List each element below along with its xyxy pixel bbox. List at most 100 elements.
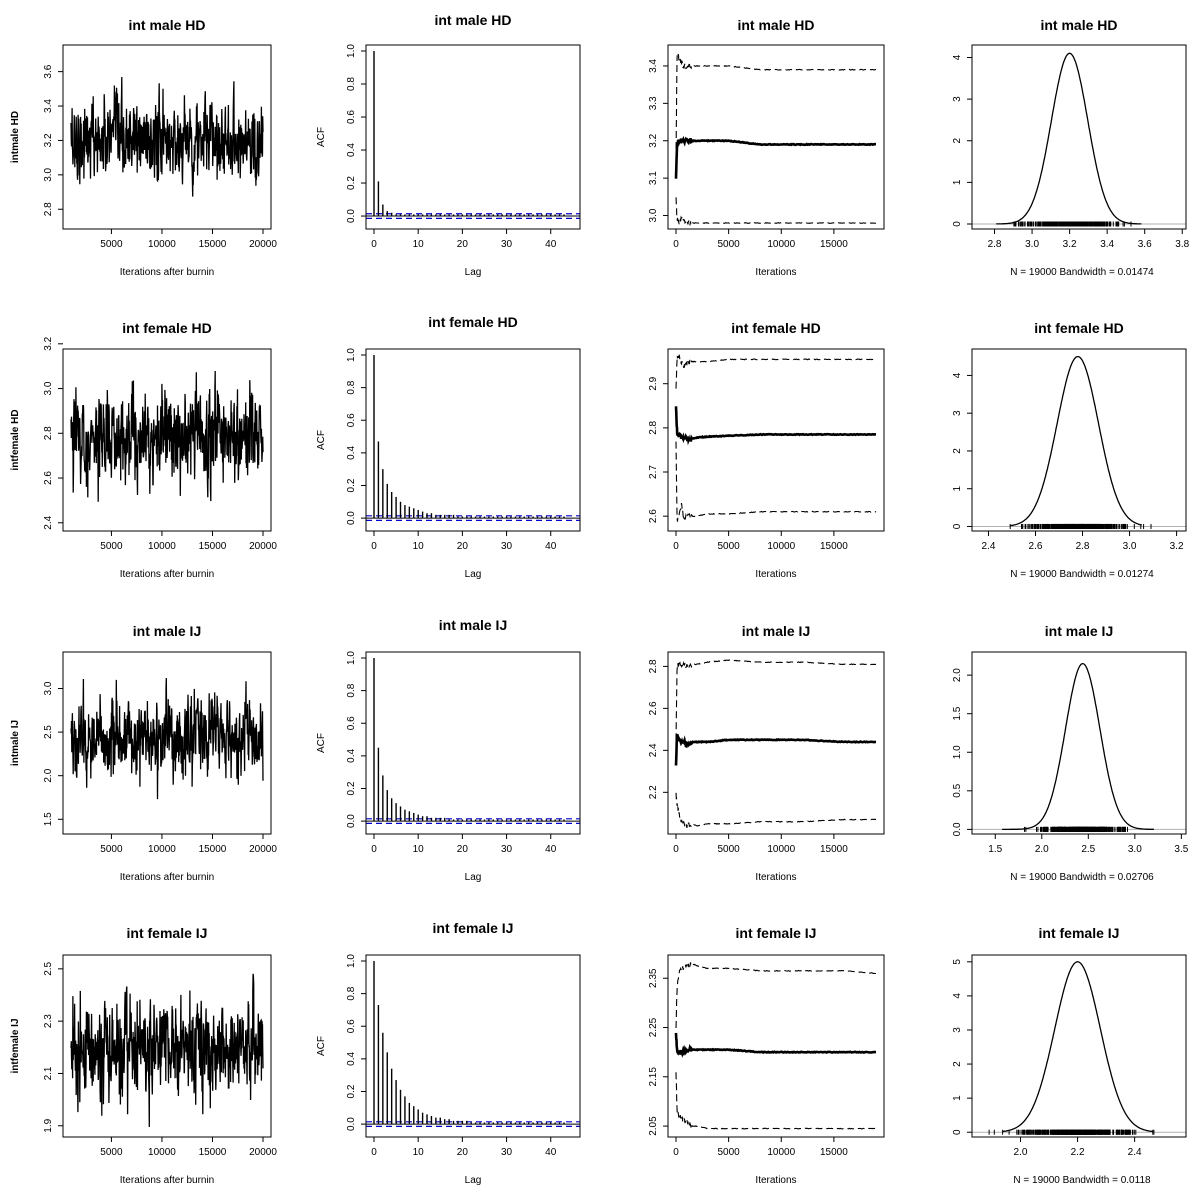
x-tick-label: 10 — [413, 844, 425, 855]
density-title: int female IJ — [1039, 925, 1120, 941]
y-tick-label: 3.4 — [648, 59, 659, 73]
y-tick-label: 1.0 — [346, 651, 357, 665]
x-tick-label: 2.8 — [988, 239, 1002, 250]
running-median-line — [674, 733, 876, 766]
y-tick-label: 1.5 — [952, 706, 963, 720]
x-tick-label: 5000 — [718, 844, 741, 855]
x-tick-label: 0 — [371, 1147, 377, 1158]
y-tick-label: 2.3 — [43, 1014, 54, 1028]
plot-frame — [62, 44, 272, 230]
x-tick-label: 20000 — [249, 541, 277, 552]
x-tick-label: 10000 — [767, 239, 795, 250]
density-x-label: N = 19000 Bandwidth = 0.01474 — [1010, 267, 1154, 278]
x-tick-label: 40 — [545, 541, 557, 552]
running-median-line — [674, 1032, 877, 1059]
x-tick-label: 10000 — [148, 1147, 176, 1158]
y-tick-label: 2.6 — [648, 509, 659, 523]
y-tick-label: 3 — [952, 410, 963, 416]
y-tick-label: 2.9 — [648, 376, 659, 390]
running-quantile-line — [675, 1072, 877, 1130]
y-tick-label: 0.0 — [952, 822, 963, 836]
y-tick-label: 2.8 — [648, 420, 659, 434]
x-tick-label: 3.4 — [1100, 239, 1114, 250]
y-tick-label: 0.4 — [346, 445, 357, 459]
x-tick-label: 3.5 — [1174, 844, 1188, 855]
x-tick-label: 2.4 — [982, 541, 996, 552]
y-tick-label: 0.6 — [346, 716, 357, 730]
trace-x-label: Iterations after burnin — [120, 872, 215, 883]
running-quantile-line — [675, 354, 877, 389]
x-tick-label: 10000 — [148, 844, 176, 855]
trace-panel: int female HD 5000 10000 15000 20000 2.4 2.6 2.… — [10, 320, 277, 580]
acf-panel: int male HD 0 10 20 30 40 0.0 0.2 0.4 0.6 0.8 1.0 La… — [316, 12, 581, 278]
trace-title: int female IJ — [127, 925, 208, 941]
x-tick-label: 20 — [457, 844, 469, 855]
y-tick-label: 2.8 — [43, 426, 54, 440]
x-tick-label: 20 — [457, 541, 469, 552]
x-tick-label: 0 — [371, 239, 377, 250]
x-tick-label: 3.0 — [1128, 844, 1142, 855]
x-tick-label: 2.0 — [1014, 1147, 1028, 1158]
y-tick-label: 3.0 — [43, 381, 54, 395]
x-tick-label: 40 — [545, 1147, 557, 1158]
y-tick-label: 3 — [952, 96, 963, 102]
x-tick-label: 10 — [413, 1147, 425, 1158]
y-tick-label: 0.4 — [346, 748, 357, 762]
y-tick-label: 0.8 — [346, 986, 357, 1000]
density-panel: int female IJ 2.0 2.2 2.4 0 1 2 3 4 5 N = 19000 Ba… — [952, 925, 1187, 1186]
density-panel: int male HD 2.8 3.0 3.2 3.4 3.6 3.8 0 1 2 3 4 N = 19… — [952, 17, 1190, 278]
acf-y-label: ACF — [316, 430, 327, 450]
y-tick-label: 1.5 — [43, 812, 54, 826]
density-title: int female HD — [1034, 320, 1123, 336]
running-panel: int female IJ 0 5000 10000 15000 2.05 2.15 2.25… — [648, 925, 885, 1186]
running-x-label: Iterations — [755, 267, 796, 278]
x-tick-label: 0 — [673, 1147, 679, 1158]
running-title: int female IJ — [736, 925, 817, 941]
running-quantile-line — [675, 53, 877, 161]
x-tick-label: 0 — [673, 541, 679, 552]
running-quantile-line — [675, 962, 877, 1029]
y-tick-label: 1 — [952, 1095, 963, 1101]
plot-frame — [971, 651, 1187, 835]
y-tick-label: 0 — [952, 221, 963, 227]
y-tick-label: 0.2 — [346, 1084, 357, 1098]
plot-frame — [365, 44, 581, 230]
running-quantile-line — [675, 792, 877, 828]
y-tick-label: 0.0 — [346, 1117, 357, 1131]
running-quantile-line — [675, 441, 877, 522]
y-tick-label: 0 — [952, 523, 963, 529]
y-tick-label: 0 — [952, 1129, 963, 1135]
density-curve — [996, 52, 1142, 225]
y-tick-label: 1.0 — [346, 954, 357, 968]
x-tick-label: 10000 — [767, 541, 795, 552]
acf-title: int female HD — [428, 314, 517, 330]
y-tick-label: 3.2 — [648, 133, 659, 147]
acf-panel: int female IJ 0 10 20 30 40 0.0 0.2 0.4 0.6 0.8 1.0… — [316, 920, 581, 1186]
running-title: int male HD — [737, 17, 814, 33]
x-tick-label: 5000 — [100, 844, 123, 855]
trace-line — [70, 76, 264, 197]
x-tick-label: 1.5 — [988, 844, 1002, 855]
trace-panel: int male IJ 5000 10000 15000 20000 1.5 2.0 2.5 3… — [10, 623, 277, 883]
y-tick-label: 1.0 — [952, 745, 963, 759]
plot-frame — [971, 44, 1187, 230]
x-tick-label: 15000 — [199, 239, 227, 250]
y-tick-label: 3.2 — [43, 336, 54, 350]
x-tick-label: 0 — [673, 239, 679, 250]
running-quantile-line — [675, 659, 877, 741]
x-tick-label: 0 — [371, 541, 377, 552]
y-tick-label: 0.8 — [346, 380, 357, 394]
x-tick-label: 0 — [673, 844, 679, 855]
y-tick-label: 0.5 — [952, 783, 963, 797]
y-tick-label: 1 — [952, 179, 963, 185]
y-tick-label: 2.5 — [43, 961, 54, 975]
y-tick-label: 2.1 — [43, 1066, 54, 1080]
y-tick-label: 2.8 — [43, 202, 54, 216]
plot-frame — [62, 651, 272, 835]
y-tick-label: 3.0 — [648, 208, 659, 222]
y-tick-label: 0.6 — [346, 413, 357, 427]
acf-title: int female IJ — [433, 920, 514, 936]
x-tick-label: 2.8 — [1076, 541, 1090, 552]
plot-frame — [62, 348, 272, 532]
